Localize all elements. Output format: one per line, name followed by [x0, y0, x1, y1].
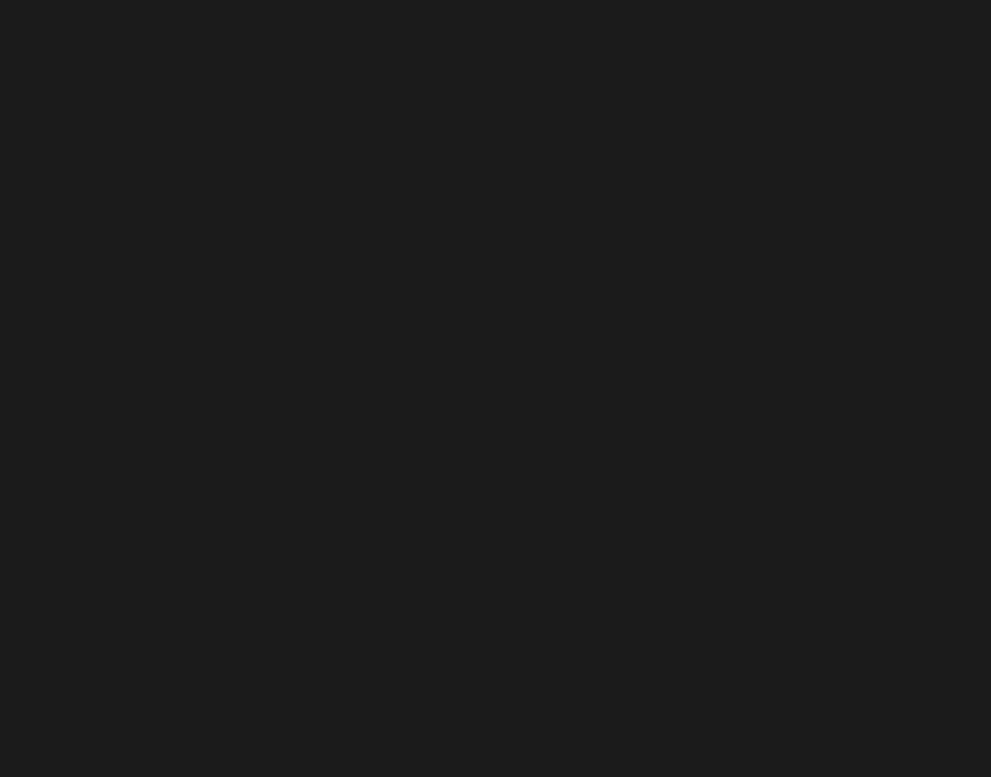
Text: Proportional:: Proportional:	[515, 306, 607, 319]
Text: 2: 2	[247, 260, 254, 270]
Text: Fuel in Tank  (gallons): Fuel in Tank (gallons)	[217, 54, 338, 64]
Text: 'Proportional:: 'Proportional:	[456, 182, 552, 195]
Text: time period?: time period?	[59, 357, 155, 370]
Text: Rate of change =: Rate of change =	[119, 183, 240, 197]
Text: U.S. Income Growth: U.S. Income Growth	[429, 385, 562, 398]
Text: 82.0: 82.0	[366, 122, 390, 132]
Text: Rate of change =: Rate of change =	[119, 308, 240, 322]
Text: 2: 2	[217, 88, 224, 98]
Text: 41.0: 41.0	[366, 88, 390, 98]
Text: 0: 0	[310, 721, 317, 731]
Text: 102.5: 102.5	[366, 139, 397, 149]
Text: 17,000: 17,000	[281, 621, 317, 631]
Text: 4: 4	[217, 122, 224, 132]
Text: ↱14. What do the slope and y-intercept of this graph tell you about the average : ↱14. What do the slope and y-intercept o…	[59, 342, 712, 355]
Bar	[322, 450, 659, 714]
Text: Distance (meters): Distance (meters)	[376, 244, 476, 253]
Text: 1978–2001: 1978–2001	[461, 400, 530, 413]
Text: 10: 10	[469, 723, 482, 732]
Text: 5: 5	[217, 139, 224, 149]
Text: 20.5: 20.5	[366, 71, 390, 81]
Text: 1: 1	[217, 71, 224, 81]
Text: 2. The distance you drive in an automobile depends on the number of gallons in a: 2. The distance you drive in an automobi…	[119, 30, 727, 44]
Text: Time (seconds): Time (seconds)	[247, 244, 332, 253]
Text: 5: 5	[376, 260, 383, 270]
Text: (dollars): (dollars)	[225, 577, 271, 587]
Text: y: y	[324, 426, 330, 436]
Text: 5: 5	[395, 723, 402, 732]
Text: 17: 17	[376, 277, 389, 287]
Text: 6: 6	[247, 277, 254, 287]
Bar	[243, 240, 500, 308]
Text: 10: 10	[247, 294, 261, 305]
Text: 16,000: 16,000	[281, 689, 317, 699]
Text: 19,000: 19,000	[281, 486, 317, 496]
Text: 15: 15	[545, 723, 559, 732]
Text: 13. The table shows the data recorded when a student walked in front of the moti: 13. The table shows the data recorded wh…	[59, 215, 648, 228]
Text: 20: 20	[621, 723, 635, 732]
Text: 3: 3	[217, 105, 224, 115]
Bar	[213, 51, 491, 169]
Text: x: x	[673, 709, 679, 720]
Text: 6: 6	[217, 155, 224, 166]
Text: 18,000: 18,000	[281, 553, 317, 563]
Text: Average Income: Average Income	[202, 564, 293, 574]
Text: 29: 29	[376, 294, 389, 305]
Text: Years Since 1976: Years Since 1976	[440, 742, 541, 755]
Text: Distance in Miles: Distance in Miles	[366, 54, 460, 64]
Text: 61.5: 61.5	[366, 105, 390, 115]
Text: 123.0: 123.0	[366, 155, 397, 166]
